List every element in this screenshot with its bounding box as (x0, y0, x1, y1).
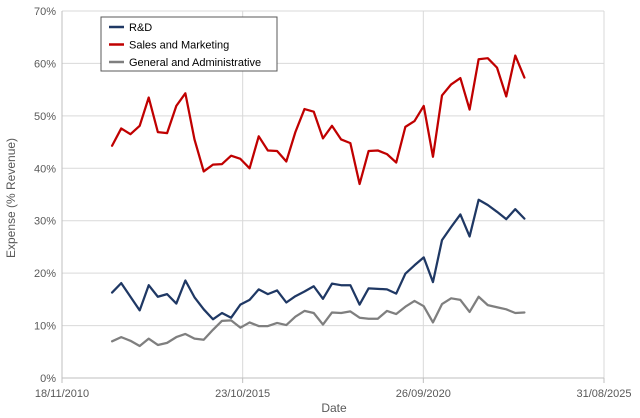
y-tick-label: 10% (34, 321, 56, 333)
series-line-general-and-administrative (110, 295, 526, 348)
legend: R&D Sales and Marketing General and Admini… (100, 16, 278, 72)
x-tick-label: 31/08/2025 (576, 388, 631, 400)
legend-box (100, 16, 278, 72)
x-tick-label: 18/11/2010 (35, 388, 89, 400)
legend-label: R&D (129, 22, 152, 34)
x-tick-label: 23/10/2015 (215, 388, 270, 400)
y-axis-title: Expense (% Revenue) (4, 138, 18, 258)
y-tick-label: 70% (34, 6, 56, 18)
x-axis-title: Date (321, 401, 347, 415)
y-tick-label: 50% (34, 111, 56, 123)
series-line-sales-and-marketing (110, 54, 526, 186)
legend-label: Sales and Marketing (129, 40, 229, 52)
y-tick-label: 20% (34, 268, 56, 280)
legend-label: General and Administrative (129, 57, 261, 69)
x-tick-label: 26/09/2020 (396, 388, 451, 400)
y-tick-label: 0% (40, 373, 56, 385)
y-tick-label: 60% (34, 58, 56, 70)
y-tick-label: 30% (34, 216, 56, 228)
y-tick-label: 40% (34, 163, 56, 175)
axes: 0% 10% 20% 30% 40% 50% 60% 70% 18/11/2010 23/10/2… (34, 6, 632, 400)
series-lines (110, 54, 526, 348)
series-line-r-d (110, 198, 526, 321)
